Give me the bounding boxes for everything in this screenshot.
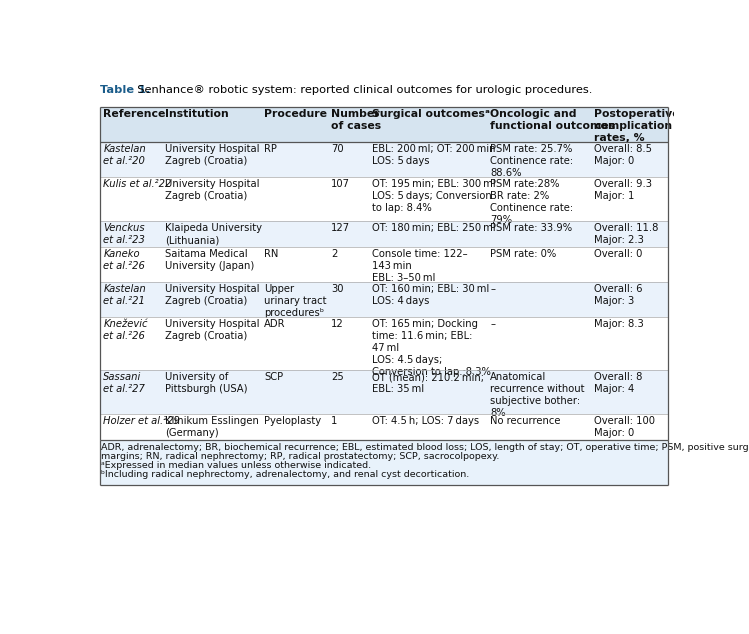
Text: University Hospital
Zagreb (Croatia): University Hospital Zagreb (Croatia) bbox=[165, 285, 259, 306]
Text: margins; RN, radical nephrectomy; RP, radical prostatectomy; SCP, sacrocolpopexy: margins; RN, radical nephrectomy; RP, ra… bbox=[101, 452, 500, 461]
Text: Upper
urinary tract
proceduresᵇ: Upper urinary tract proceduresᵇ bbox=[264, 285, 327, 318]
Text: SCP: SCP bbox=[264, 372, 283, 382]
Text: 2: 2 bbox=[331, 249, 338, 259]
Bar bbox=[100, 414, 668, 440]
Bar bbox=[100, 247, 668, 282]
Bar bbox=[100, 142, 668, 177]
Text: University of
Pittsburgh (USA): University of Pittsburgh (USA) bbox=[165, 372, 247, 394]
Text: Overall: 6
Major: 3: Overall: 6 Major: 3 bbox=[594, 285, 643, 306]
Text: Overall: 8.5
Major: 0: Overall: 8.5 Major: 0 bbox=[594, 145, 652, 166]
Text: No recurrence: No recurrence bbox=[490, 416, 561, 426]
Text: Overall: 100
Major: 0: Overall: 100 Major: 0 bbox=[594, 416, 655, 438]
Text: Kastelan
et al.²21: Kastelan et al.²21 bbox=[103, 285, 146, 306]
Text: Holzer et al.²29: Holzer et al.²29 bbox=[103, 416, 181, 426]
Text: OT: 4.5 h; LOS: 7 days: OT: 4.5 h; LOS: 7 days bbox=[372, 416, 479, 426]
Text: Kastelan
et al.²20: Kastelan et al.²20 bbox=[103, 145, 146, 166]
Text: Institution: Institution bbox=[165, 110, 228, 119]
Text: Overall: 0: Overall: 0 bbox=[594, 249, 643, 259]
Text: Overall: 11.8
Major: 2.3: Overall: 11.8 Major: 2.3 bbox=[594, 223, 658, 245]
Text: RP: RP bbox=[264, 145, 277, 154]
Bar bbox=[100, 107, 668, 483]
Text: OT: 195 min; EBL: 300 ml
LOS: 5 days; Conversion
to lap: 8.4%: OT: 195 min; EBL: 300 ml LOS: 5 days; Co… bbox=[372, 179, 496, 213]
Text: Pyeloplasty: Pyeloplasty bbox=[264, 416, 321, 426]
Text: Anatomical
recurrence without
subjective bother:
8%: Anatomical recurrence without subjective… bbox=[490, 372, 585, 418]
Text: Procedure: Procedure bbox=[264, 110, 327, 119]
Bar bbox=[100, 370, 668, 414]
Text: OT (mean): 210.2 min;
EBL: 35 ml: OT (mean): 210.2 min; EBL: 35 ml bbox=[372, 372, 484, 394]
Bar bbox=[100, 221, 668, 247]
Text: Senhance® robotic system: reported clinical outcomes for urologic procedures.: Senhance® robotic system: reported clini… bbox=[130, 86, 592, 95]
Text: Postoperative
complication
rates, %: Postoperative complication rates, % bbox=[594, 110, 680, 143]
Text: ᵇIncluding radical nephrectomy, adrenalectomy, and renal cyst decortication.: ᵇIncluding radical nephrectomy, adrenale… bbox=[101, 470, 470, 479]
Text: Overall: 9.3
Major: 1: Overall: 9.3 Major: 1 bbox=[594, 179, 652, 201]
Text: RN: RN bbox=[264, 249, 279, 259]
Text: Kaneko
et al.²26: Kaneko et al.²26 bbox=[103, 249, 145, 271]
Text: Klinikum Esslingen
(Germany): Klinikum Esslingen (Germany) bbox=[165, 416, 258, 438]
Text: 12: 12 bbox=[331, 320, 344, 330]
Text: Number
of cases: Number of cases bbox=[331, 110, 381, 131]
Bar bbox=[100, 177, 668, 221]
Text: 127: 127 bbox=[331, 223, 351, 233]
Bar bbox=[100, 282, 668, 317]
Text: Saitama Medical
University (Japan): Saitama Medical University (Japan) bbox=[165, 249, 254, 271]
Text: PSM rate: 0%: PSM rate: 0% bbox=[490, 249, 557, 259]
Text: ᵃExpressed in median values unless otherwise indicated.: ᵃExpressed in median values unless other… bbox=[101, 461, 372, 470]
Text: 1: 1 bbox=[331, 416, 338, 426]
Text: Klaipeda University
(Lithuania): Klaipeda University (Lithuania) bbox=[165, 223, 261, 245]
Text: PSM rate:28%
BR rate: 2%
Continence rate:
79%: PSM rate:28% BR rate: 2% Continence rate… bbox=[490, 179, 573, 225]
Text: Oncologic and
functional outcomes: Oncologic and functional outcomes bbox=[490, 110, 615, 131]
Text: Console time: 122–
143 min
EBL: 3–50 ml: Console time: 122– 143 min EBL: 3–50 ml bbox=[372, 249, 467, 283]
Text: OT: 180 min; EBL: 250 ml: OT: 180 min; EBL: 250 ml bbox=[372, 223, 496, 233]
Text: Kulis et al.²22: Kulis et al.²22 bbox=[103, 179, 172, 190]
Bar bbox=[100, 440, 668, 484]
Text: University Hospital
Zagreb (Croatia): University Hospital Zagreb (Croatia) bbox=[165, 179, 259, 201]
Text: Major: 8.3: Major: 8.3 bbox=[594, 320, 644, 330]
Text: Reference: Reference bbox=[103, 110, 166, 119]
Text: 25: 25 bbox=[331, 372, 344, 382]
Text: –: – bbox=[490, 320, 495, 330]
Text: 30: 30 bbox=[331, 285, 344, 294]
Text: –: – bbox=[490, 285, 495, 294]
Text: PSM rate: 25.7%
Continence rate:
88.6%: PSM rate: 25.7% Continence rate: 88.6% bbox=[490, 145, 573, 178]
Text: University Hospital
Zagreb (Croatia): University Hospital Zagreb (Croatia) bbox=[165, 145, 259, 166]
Text: Sassani
et al.²27: Sassani et al.²27 bbox=[103, 372, 145, 394]
Text: 107: 107 bbox=[331, 179, 350, 190]
Text: OT: 160 min; EBL: 30 ml
LOS: 4 days: OT: 160 min; EBL: 30 ml LOS: 4 days bbox=[372, 285, 489, 306]
Text: OT: 165 min; Docking
time: 11.6 min; EBL:
47 ml
LOS: 4.5 days;
Conversion to lap: OT: 165 min; Docking time: 11.6 min; EBL… bbox=[372, 320, 491, 377]
Text: University Hospital
Zagreb (Croatia): University Hospital Zagreb (Croatia) bbox=[165, 320, 259, 342]
Text: EBL: 200 ml; OT: 200 min
LOS: 5 days: EBL: 200 ml; OT: 200 min LOS: 5 days bbox=[372, 145, 496, 166]
Text: Surgical outcomesᵃ: Surgical outcomesᵃ bbox=[372, 110, 490, 119]
Text: Overall: 8
Major: 4: Overall: 8 Major: 4 bbox=[594, 372, 643, 394]
Bar bbox=[100, 317, 668, 370]
Bar bbox=[100, 107, 668, 440]
Text: Table 1.: Table 1. bbox=[100, 86, 151, 95]
Text: ADR: ADR bbox=[264, 320, 285, 330]
Text: Knežević
et al.²26: Knežević et al.²26 bbox=[103, 320, 148, 342]
Bar bbox=[100, 107, 668, 142]
Text: PSM rate: 33.9%: PSM rate: 33.9% bbox=[490, 223, 572, 233]
Text: 70: 70 bbox=[331, 145, 344, 154]
Text: ADR, adrenalectomy; BR, biochemical recurrence; EBL, estimated blood loss; LOS, : ADR, adrenalectomy; BR, biochemical recu… bbox=[101, 443, 749, 452]
Text: Venckus
et al.²23: Venckus et al.²23 bbox=[103, 223, 145, 245]
